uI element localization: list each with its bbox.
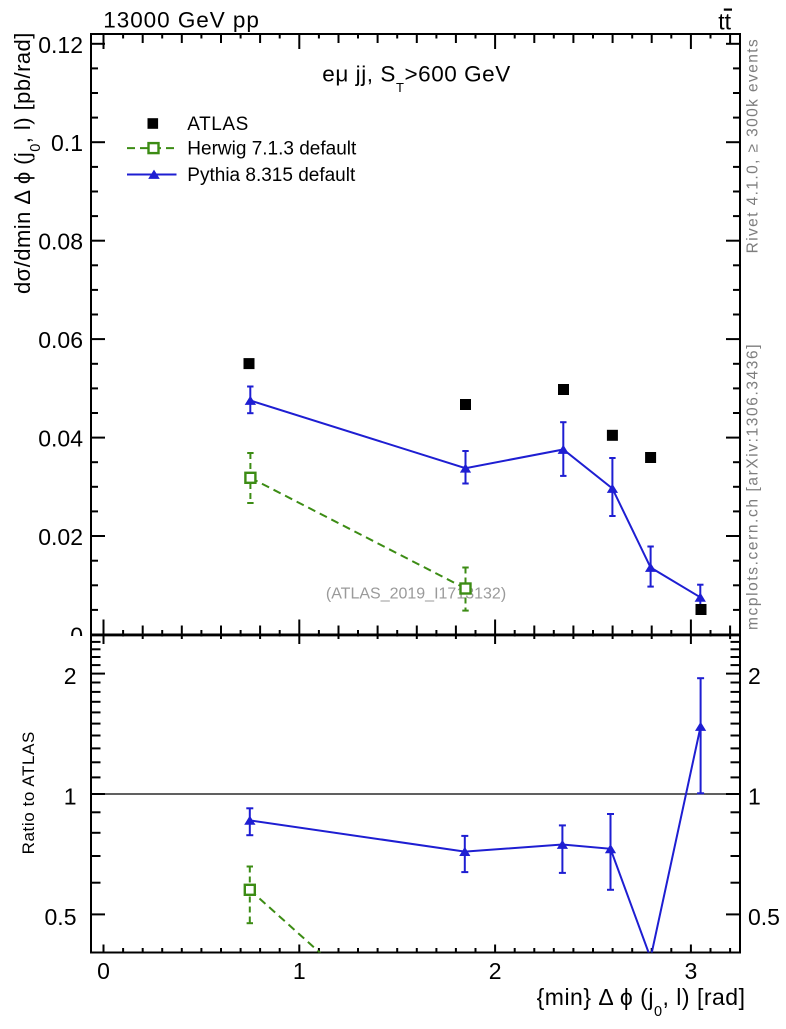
svg-text:Rivet 4.1.0, ≥ 300k events: Rivet 4.1.0, ≥ 300k events xyxy=(745,38,762,254)
svg-text:Ratio to ATLAS: Ratio to ATLAS xyxy=(19,731,38,854)
svg-text:0.5: 0.5 xyxy=(45,904,77,930)
svg-text:2: 2 xyxy=(489,958,502,984)
svg-text:2: 2 xyxy=(748,663,761,689)
svg-text:0.02: 0.02 xyxy=(38,524,83,550)
svg-text:0.1: 0.1 xyxy=(51,130,83,156)
svg-text:(ATLAS_2019_I1713132): (ATLAS_2019_I1713132) xyxy=(326,586,506,603)
svg-text:tt: tt xyxy=(718,8,731,34)
svg-text:2: 2 xyxy=(64,663,77,689)
svg-text:mcplots.cern.ch [arXiv:1306.34: mcplots.cern.ch [arXiv:1306.3436] xyxy=(745,343,762,630)
svg-text:0: 0 xyxy=(97,958,110,984)
svg-text:3: 3 xyxy=(685,958,698,984)
svg-text:Pythia 8.315 default: Pythia 8.315 default xyxy=(187,165,356,186)
svg-text:0.04: 0.04 xyxy=(38,426,83,452)
svg-text:1: 1 xyxy=(748,784,761,810)
svg-text:0.5: 0.5 xyxy=(748,904,780,930)
svg-text:ATLAS: ATLAS xyxy=(187,114,249,135)
svg-text:1: 1 xyxy=(64,784,77,810)
svg-text:0.08: 0.08 xyxy=(38,229,83,255)
svg-text:1: 1 xyxy=(293,958,306,984)
svg-text:Herwig 7.1.3 default: Herwig 7.1.3 default xyxy=(187,139,357,160)
svg-text:13000 GeV pp: 13000 GeV pp xyxy=(103,7,260,32)
svg-text:0.06: 0.06 xyxy=(38,327,83,353)
svg-text:0.12: 0.12 xyxy=(38,32,83,58)
